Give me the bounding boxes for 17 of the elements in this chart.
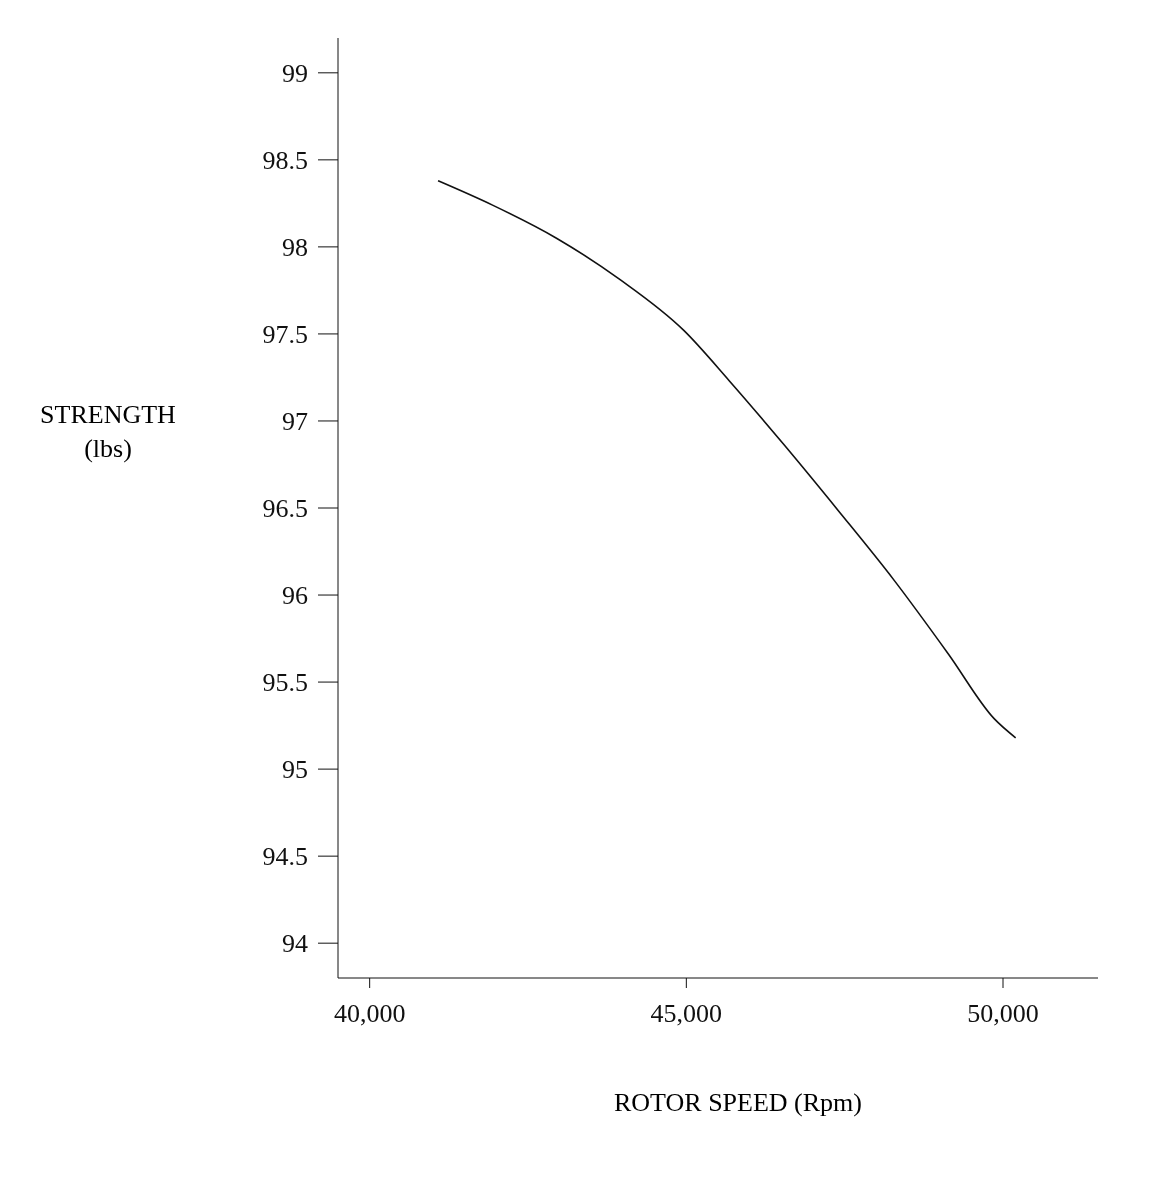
x-tick-label: 40,000	[333, 999, 406, 1029]
x-axis-title: ROTOR SPEED (Rpm)	[613, 1088, 863, 1118]
line-series	[437, 179, 1017, 739]
x-tick-label: 45,000	[650, 999, 723, 1029]
y-tick-label: 96.5	[262, 494, 308, 524]
y-tick-label: 97.5	[262, 320, 308, 350]
y-tick-label: 97	[282, 407, 308, 437]
y-tick-label: 94.5	[262, 842, 308, 872]
y-axis-title: STRENGTH (lbs)	[39, 399, 177, 465]
y-tick-label: 99	[282, 59, 308, 89]
y-tick-label: 96	[282, 581, 308, 611]
y-tick-label: 98.5	[262, 146, 308, 176]
y-tick-label: 98	[282, 233, 308, 263]
y-tick-label: 95.5	[262, 668, 308, 698]
x-tick-label: 50,000	[967, 999, 1039, 1029]
y-tick-label: 95	[282, 755, 308, 785]
y-tick-label: 94	[282, 929, 308, 959]
